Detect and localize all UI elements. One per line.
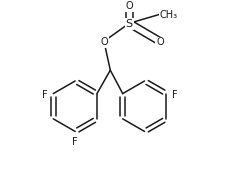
Text: F: F (72, 137, 78, 147)
Text: O: O (100, 37, 107, 47)
Text: O: O (155, 37, 163, 47)
Text: CH₃: CH₃ (159, 10, 177, 20)
Text: F: F (42, 90, 48, 100)
Text: O: O (125, 1, 133, 11)
Text: S: S (125, 19, 132, 29)
Text: F: F (171, 90, 177, 100)
